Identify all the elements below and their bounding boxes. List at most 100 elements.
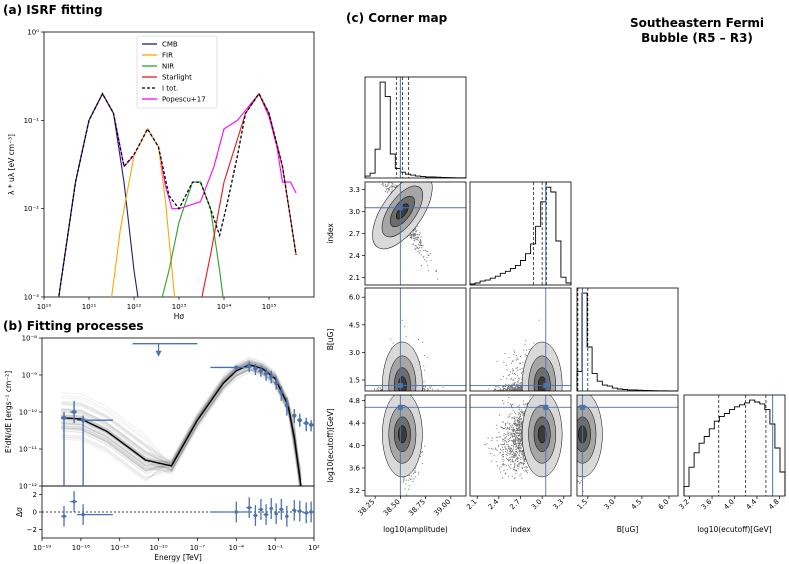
resid-point bbox=[279, 507, 284, 512]
corner-hist-0 bbox=[364, 81, 467, 179]
corner-y-tick-label: 2.4 bbox=[349, 252, 361, 260]
resid-point bbox=[309, 510, 313, 514]
corner-hist-frame bbox=[576, 287, 679, 392]
corner-x-tick-label: 38.75 bbox=[407, 498, 427, 518]
corner-x-tick-label: 38.25 bbox=[357, 498, 377, 518]
corner-contour bbox=[398, 425, 407, 444]
panel-c-title: (c) Corner map bbox=[346, 11, 448, 25]
corner-y-tick-label: 3.2 bbox=[349, 487, 360, 495]
fit-data-point bbox=[234, 365, 239, 370]
corner-truth-marker bbox=[397, 205, 403, 211]
fit-data-point bbox=[81, 418, 86, 423]
corner-x-tick-label: 3.0 bbox=[530, 498, 544, 512]
resid-point bbox=[259, 507, 263, 512]
resid-y-tick-label: 0 bbox=[33, 509, 37, 517]
corner-y-tick-label: 3.0 bbox=[349, 208, 360, 216]
isrf-x-tick-label: 10¹⁵ bbox=[262, 303, 277, 311]
corner-y-tick-label: 4.4 bbox=[349, 420, 361, 428]
fit-sample-line bbox=[61, 360, 302, 482]
isrf-y-axis-label: λ * uλ [eV cm⁻³] bbox=[7, 134, 16, 195]
resid-point bbox=[72, 499, 76, 504]
fit-data-point bbox=[258, 368, 263, 373]
corner-x-tick-label: 4.8 bbox=[767, 498, 781, 512]
fit-data-point bbox=[304, 421, 309, 426]
fit-sample-line bbox=[61, 361, 302, 476]
corner-hist-3 bbox=[683, 399, 786, 496]
resid-y-tick-label: 2 bbox=[33, 491, 37, 499]
corner-hist-2 bbox=[576, 292, 679, 392]
fit-data-point bbox=[247, 364, 252, 369]
corner-scatter-1-0 bbox=[365, 182, 466, 285]
corner-x-axis-label: log10(ecutoff)[GeV] bbox=[697, 525, 771, 534]
resid-point bbox=[81, 512, 85, 517]
isrf-legend-label: NIR bbox=[162, 63, 174, 71]
corner-truth-marker bbox=[397, 404, 403, 410]
isrf-legend-label: FIR bbox=[162, 52, 173, 60]
fit-best-model-line bbox=[61, 363, 302, 486]
fit-sample-line bbox=[61, 362, 302, 471]
corner-x-tick-label: 4.0 bbox=[722, 498, 736, 512]
corner-x-tick-label: 4.4 bbox=[745, 497, 759, 511]
resid-y-axis-label: Δσ bbox=[15, 507, 24, 517]
panel-a-isrf-plot: 10¹⁰ 10¹¹ 10¹² 10¹³ 10¹⁴ 10¹⁵ 10⁻³ 10⁻² 10⁻¹ 10⁰ H… bbox=[7, 29, 315, 321]
corner-y-axis-label: index bbox=[326, 223, 335, 244]
fit-sample-line bbox=[61, 361, 302, 477]
corner-y-tick-label: 3.0 bbox=[349, 349, 360, 357]
fit-sample-line bbox=[61, 362, 302, 472]
fit-data-point bbox=[269, 374, 274, 379]
fit-data-point bbox=[253, 366, 258, 371]
fit-x-tick-label: 10⁻⁴ bbox=[229, 544, 245, 552]
isrf-legend-label: CMB bbox=[162, 41, 178, 49]
corner-y-tick-label: 6.0 bbox=[349, 294, 360, 302]
fit-sample-line bbox=[61, 360, 301, 486]
resid-point bbox=[62, 514, 66, 519]
corner-x-tick-label: 4.5 bbox=[630, 498, 644, 512]
isrf-x-tick-label: 10¹⁴ bbox=[217, 303, 232, 311]
fit-sample-line bbox=[61, 361, 302, 486]
fit-sample-line bbox=[61, 369, 301, 486]
fit-data-point bbox=[284, 403, 289, 408]
resid-y-tick-label: −2 bbox=[27, 526, 37, 534]
figure-titles: (a) ISRF fitting (b) Fitting processes (… bbox=[3, 3, 764, 333]
fit-sample-line bbox=[61, 361, 301, 486]
corner-hist-frame bbox=[469, 181, 572, 286]
fit-x-axis-label: Energy [TeV] bbox=[154, 553, 202, 562]
fit-sample-line bbox=[61, 357, 302, 483]
corner-x-tick-label: 1.5 bbox=[576, 498, 590, 512]
fit-sample-line bbox=[61, 372, 300, 486]
corner-contour bbox=[537, 425, 547, 444]
isrf-legend-label: Popescu+17 bbox=[162, 96, 206, 104]
fit-sample-line bbox=[61, 360, 302, 485]
fit-x-tick-label: 10⁻¹⁶ bbox=[72, 544, 90, 552]
corner-truth-marker bbox=[543, 404, 549, 410]
fit-x-tick-label: 10² bbox=[308, 544, 320, 552]
isrf-series-i-tot- bbox=[58, 92, 297, 297]
resid-point bbox=[247, 505, 251, 510]
isrf-y-tick-label: 10⁻³ bbox=[24, 294, 40, 302]
fit-sample-line bbox=[61, 361, 302, 485]
resid-point bbox=[264, 512, 268, 517]
corner-y-tick-label: 3.3 bbox=[349, 186, 360, 194]
panel-b-fitting-plot: 10⁻¹⁹ 10⁻¹⁶ 10⁻¹³ 10⁻¹⁰ 10⁻⁷ 10⁻⁴ 10⁻¹ 10² 10⁻¹²… bbox=[4, 335, 320, 563]
fit-data-point bbox=[62, 415, 67, 420]
corner-y-tick-label: 1.5 bbox=[349, 376, 360, 384]
corner-x-tick-label: 2.1 bbox=[465, 498, 479, 512]
fit-sample-line bbox=[61, 366, 301, 486]
isrf-legend-box bbox=[136, 35, 218, 109]
corner-scatter-frame bbox=[364, 287, 467, 392]
corner-y-axis-label: log10(ecutoff)[GeV] bbox=[326, 408, 335, 482]
resid-point bbox=[304, 511, 308, 515]
isrf-legend-label: I tot. bbox=[162, 85, 178, 93]
fit-sample-line bbox=[61, 361, 302, 476]
corner-hist-1 bbox=[469, 186, 572, 285]
fit-y-tick-label: 10⁻⁹ bbox=[22, 372, 38, 380]
corner-x-tick-label: 3.3 bbox=[552, 498, 566, 512]
resid-point bbox=[234, 510, 238, 514]
fit-data-point bbox=[72, 410, 77, 414]
corner-x-tick-label: 39.00 bbox=[432, 498, 452, 518]
fit-data-point bbox=[264, 371, 269, 376]
fit-sample-line bbox=[61, 359, 302, 486]
resid-point bbox=[269, 506, 273, 511]
resid-point bbox=[292, 508, 296, 512]
